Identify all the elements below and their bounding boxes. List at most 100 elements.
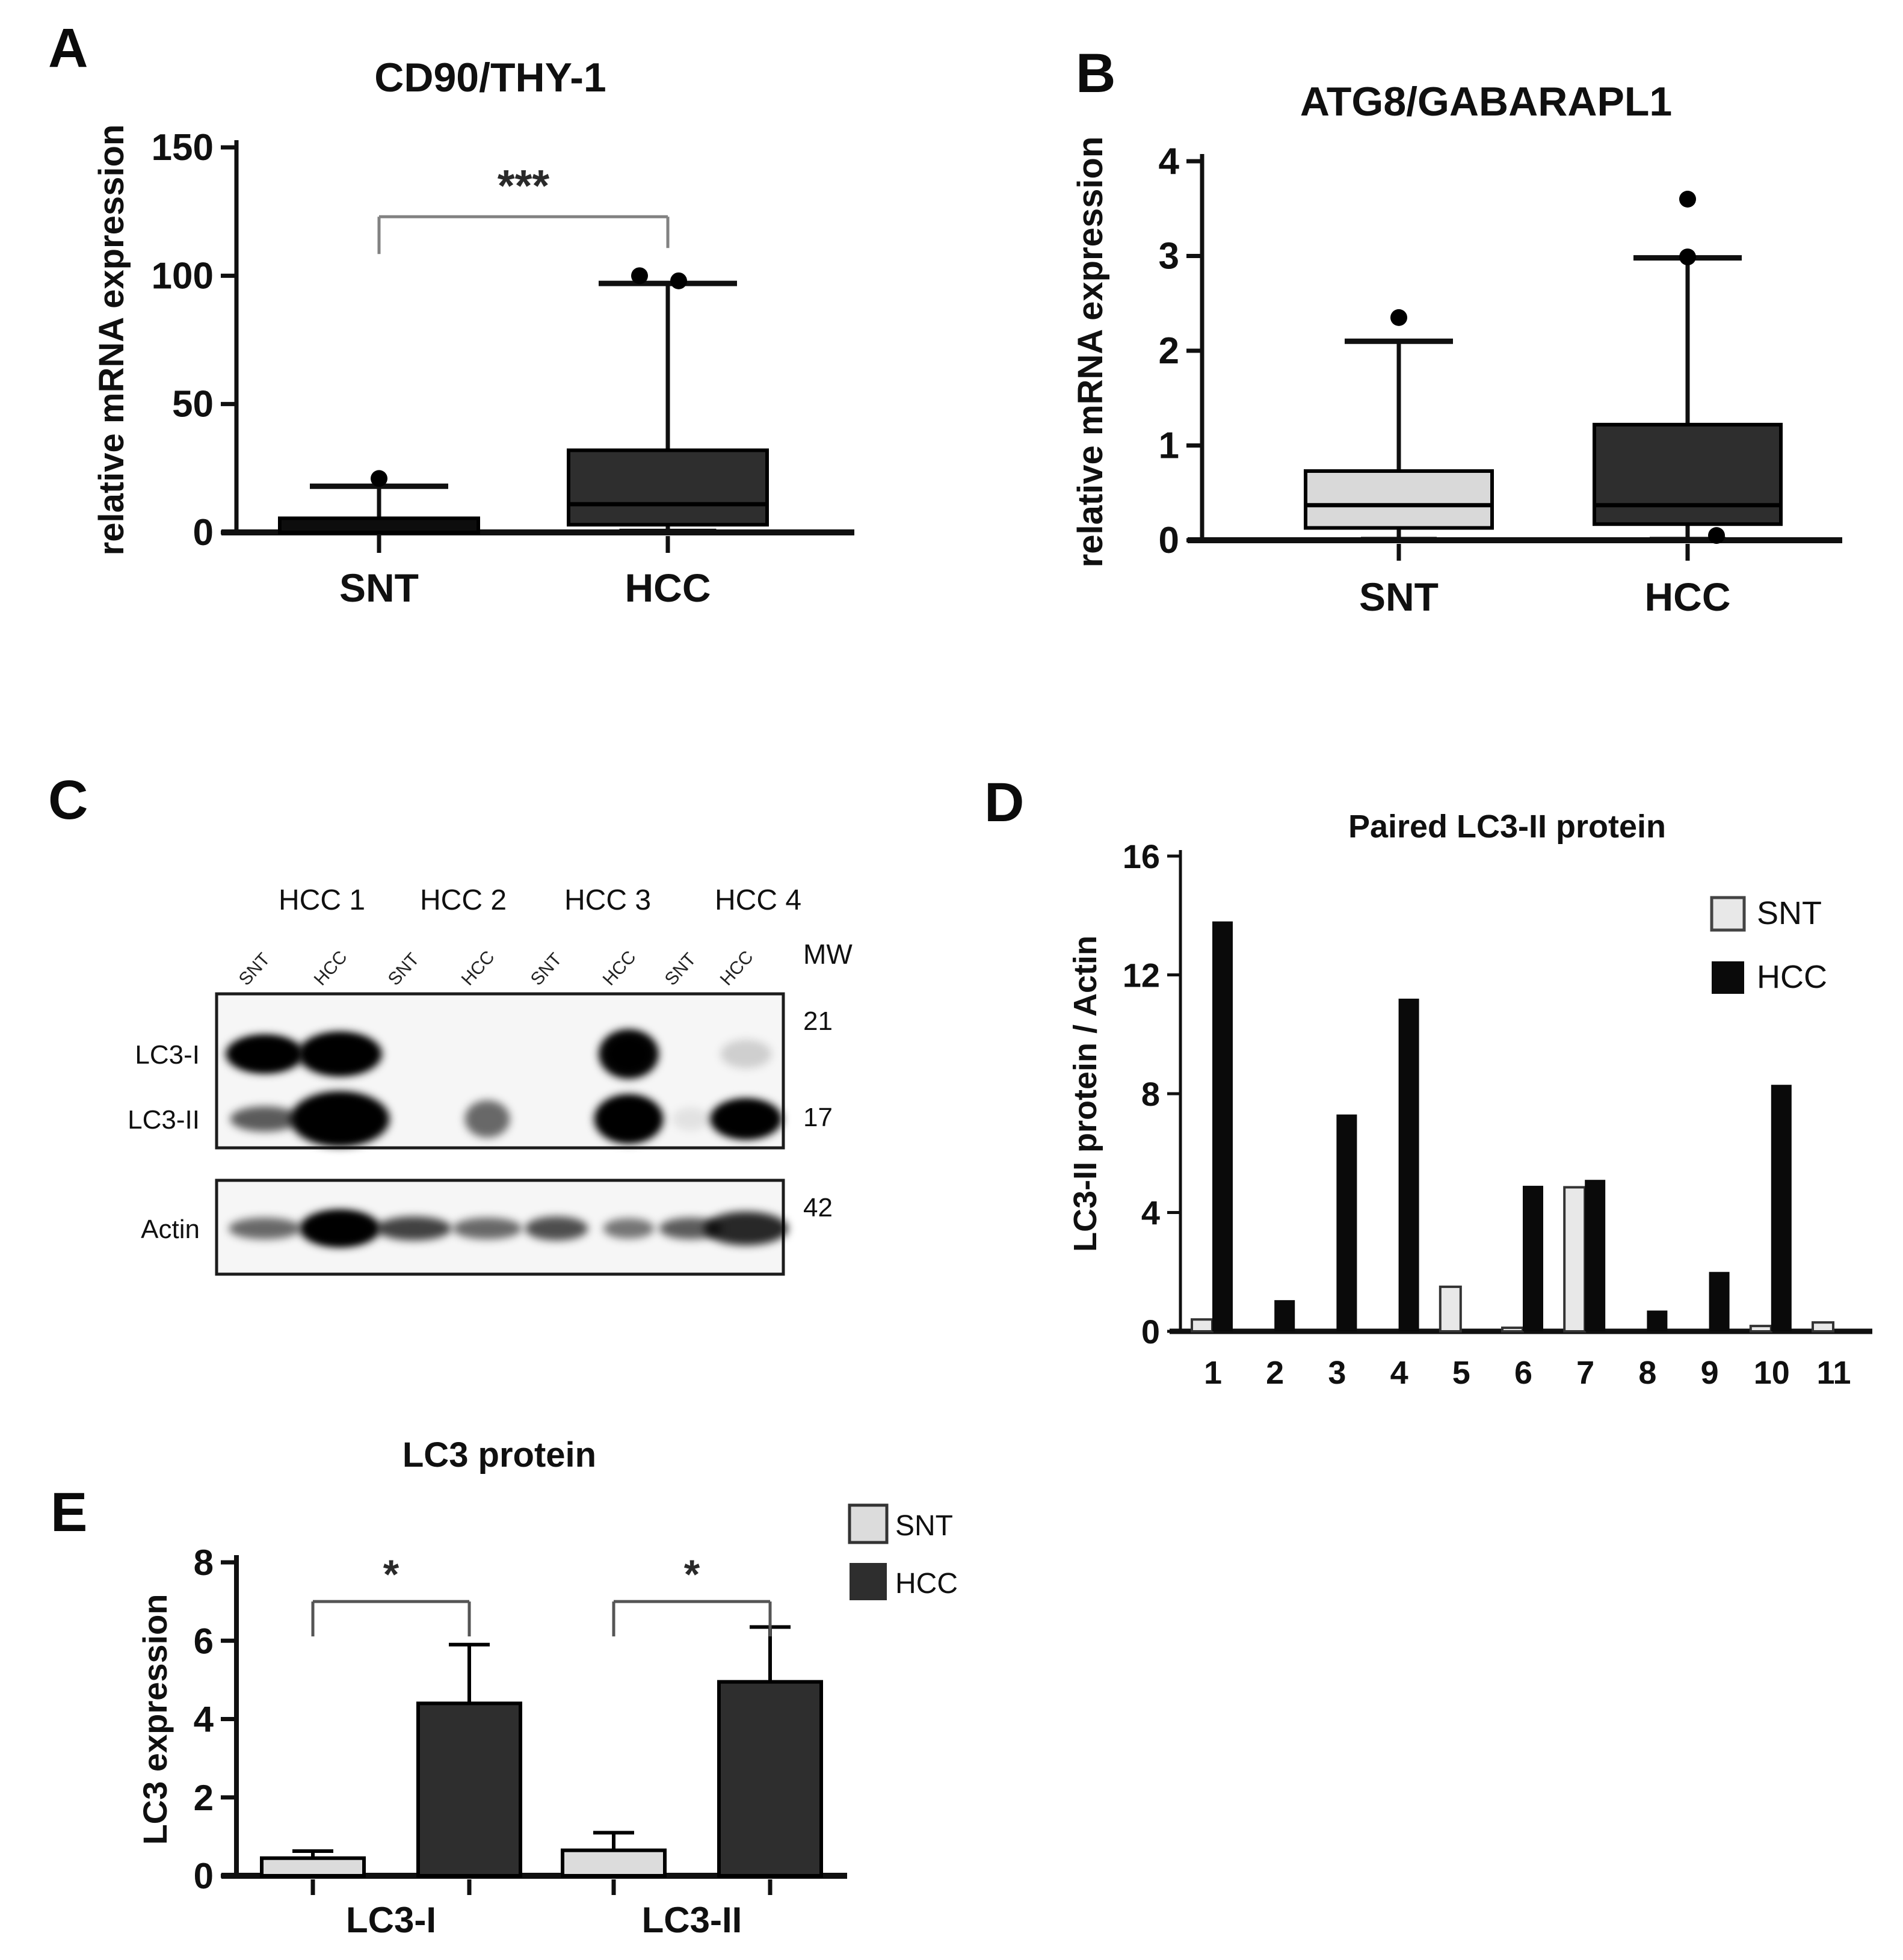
y-tick-label: 8: [1141, 1075, 1160, 1113]
chart-title: LC3 protein: [402, 1435, 596, 1475]
y-tick-label: 6: [194, 1621, 214, 1661]
category-label: SNT: [339, 566, 419, 610]
y-axis-label: LC3-II protein / Actin: [1067, 935, 1103, 1252]
blot-band: [603, 1218, 655, 1239]
legend-label: HCC: [895, 1568, 958, 1600]
outlier-dot: [631, 267, 648, 285]
y-tick-label: 3: [1159, 236, 1179, 277]
category-label: 11: [1816, 1355, 1851, 1391]
category-label: HCC: [625, 566, 711, 610]
category-label: 2: [1266, 1355, 1284, 1391]
box: [1593, 422, 1783, 526]
blot-band: [452, 1218, 522, 1239]
outlier-dot: [1390, 309, 1407, 326]
bar-snt: [1501, 1327, 1524, 1333]
blot-lane-label: HCC: [310, 947, 351, 989]
blot-band-core: [301, 1097, 378, 1141]
y-tick-label: 2: [194, 1778, 214, 1818]
y-tick-label: 0: [1141, 1313, 1160, 1351]
legend-swatch: [1710, 896, 1746, 932]
bar-hcc: [1212, 921, 1233, 1331]
category-label: HCC: [1645, 575, 1731, 619]
bar-snt: [260, 1856, 366, 1878]
legend-swatch: [1712, 961, 1744, 994]
y-tick-label: 12: [1123, 957, 1160, 994]
category-label: LC3-I: [346, 1900, 436, 1940]
blot-mw-label: 21: [803, 1006, 833, 1036]
bar-hcc: [1523, 1186, 1543, 1331]
blot-mw-label: 42: [803, 1193, 833, 1222]
y-tick-label: 4: [194, 1700, 214, 1740]
blot-band: [464, 1100, 510, 1138]
blot-band: [720, 1040, 772, 1068]
panel-label-a: A: [48, 17, 88, 79]
blot-band-core: [602, 1100, 656, 1138]
bar-hcc: [1771, 1085, 1792, 1331]
blot-group-label: HCC 4: [715, 884, 801, 916]
blot-lane-label: SNT: [235, 949, 274, 990]
y-tick-label: 4: [1141, 1194, 1160, 1232]
y-tick-label: 8: [194, 1542, 214, 1583]
legend-label: SNT: [895, 1510, 953, 1542]
y-tick-label: 150: [152, 127, 214, 168]
bar-snt: [561, 1848, 667, 1878]
blot-band-core: [309, 1214, 371, 1243]
category-label: 7: [1576, 1355, 1594, 1391]
chart-title: Paired LC3-II protein: [1348, 809, 1666, 845]
y-axis-label: relative mRNA expression: [92, 125, 131, 556]
category-label: SNT: [1359, 575, 1439, 619]
bar-hcc: [717, 1680, 823, 1878]
panel-label-d: D: [984, 772, 1025, 833]
category-label: 5: [1452, 1355, 1470, 1391]
blot-band: [673, 1108, 709, 1130]
category-label: LC3-II: [642, 1900, 742, 1940]
y-tick-label: 100: [152, 255, 214, 297]
chart-title: CD90/THY-1: [374, 55, 606, 100]
bar-snt: [1563, 1186, 1587, 1333]
category-label: 6: [1514, 1355, 1532, 1391]
outlier-dot: [670, 272, 687, 289]
category-label: 1: [1204, 1355, 1222, 1391]
bar-hcc: [1585, 1180, 1606, 1331]
y-axis-label: LC3 expression: [136, 1594, 174, 1844]
category-label: 3: [1328, 1355, 1346, 1391]
category-label: 10: [1754, 1355, 1790, 1391]
bar-hcc: [1398, 999, 1419, 1331]
outlier-dot: [1679, 248, 1696, 266]
category-label: 4: [1390, 1355, 1408, 1391]
blot-band-core: [235, 1039, 295, 1069]
bar-snt: [1812, 1321, 1834, 1333]
y-tick-label: 0: [193, 512, 214, 553]
blot-group-label: HCC 3: [564, 884, 651, 916]
box: [1304, 469, 1494, 530]
bar-hcc: [1709, 1272, 1730, 1331]
blot-row-label: LC3-II: [128, 1105, 200, 1135]
blot-band-core: [605, 1035, 652, 1073]
sig-label: ***: [498, 161, 550, 211]
y-tick-label: 50: [172, 384, 214, 425]
blot-row-label: LC3-I: [135, 1040, 200, 1070]
outlier-dot: [371, 470, 387, 487]
legend-label: SNT: [1757, 895, 1822, 931]
box: [567, 448, 769, 527]
panel-label-e: E: [51, 1482, 88, 1543]
bar-snt: [1439, 1285, 1462, 1333]
blot-lane-label: SNT: [384, 949, 424, 990]
bar-hcc: [1274, 1300, 1295, 1331]
y-tick-label: 4: [1159, 141, 1180, 182]
y-axis-label: relative mRNA expression: [1071, 137, 1110, 568]
blot-mw-header: MW: [803, 938, 853, 970]
blot-band: [229, 1218, 301, 1239]
outlier-dot: [1679, 191, 1696, 208]
bar-hcc: [1336, 1114, 1357, 1331]
legend-label: HCC: [1757, 959, 1827, 995]
y-tick-label: 0: [1159, 520, 1179, 561]
blot-group-label: HCC 1: [279, 884, 365, 916]
blot-band: [704, 1212, 788, 1245]
legend-swatch: [850, 1563, 887, 1600]
blot-lane-label: SNT: [527, 949, 566, 990]
y-tick-label: 16: [1123, 837, 1160, 875]
box: [278, 516, 480, 534]
